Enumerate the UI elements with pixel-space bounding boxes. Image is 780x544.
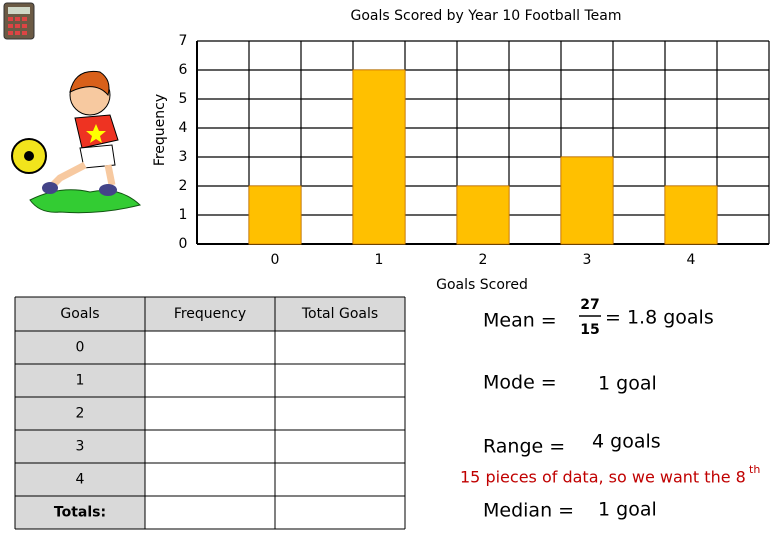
bar	[248, 185, 302, 245]
header-cell: Goals	[60, 306, 99, 322]
mode-result: 1 goal	[598, 373, 657, 395]
y-axis-label: Frequency	[152, 94, 168, 166]
range-label: Range =	[483, 436, 565, 458]
bar	[664, 185, 718, 245]
table-cell: 2	[76, 406, 85, 422]
header-bg	[15, 297, 405, 331]
goals-column-bg	[15, 297, 145, 529]
mean-label: Mean =	[483, 310, 557, 332]
footballer-illustration	[11, 70, 142, 214]
header-cell: Frequency	[174, 306, 246, 322]
bar	[456, 185, 510, 245]
mean-result: = 1.8 goals	[605, 307, 714, 329]
table-cell: 0	[76, 340, 85, 356]
frequency-table: Goals Frequency Total Goals 0 1 2 3 4 Totals:	[14, 296, 406, 530]
table-cell: Totals:	[54, 505, 106, 521]
x-tick-label: 3	[583, 252, 592, 268]
y-tick-label: 2	[179, 178, 188, 194]
y-tick-label: 0	[179, 236, 188, 252]
range-result: 4 goals	[592, 431, 661, 453]
x-axis-label: Goals Scored	[436, 277, 528, 293]
table-cell: 1	[76, 373, 85, 389]
x-tick-label: 2	[479, 252, 488, 268]
y-tick-label: 4	[179, 120, 188, 136]
table-cell: 3	[76, 439, 85, 455]
plot: 0 1 2 3 4 5 6 7 0 1 2 3 4	[179, 33, 770, 268]
median-note: 15 pieces of data, so we want the 8	[460, 468, 746, 487]
mean-numerator: 27	[580, 297, 599, 313]
calculator-icon	[3, 2, 35, 40]
x-tick-label: 1	[375, 252, 384, 268]
chart-title: Goals Scored by Year 10 Football Team	[350, 8, 621, 24]
y-tick-label: 1	[179, 207, 188, 223]
median-note-sup: th	[749, 463, 760, 476]
median-label: Median =	[483, 500, 574, 522]
x-tick-label: 4	[687, 252, 696, 268]
y-tick-label: 6	[179, 62, 188, 78]
mean-denominator: 15	[580, 322, 599, 338]
median-result: 1 goal	[598, 499, 657, 521]
y-tick-label: 5	[179, 91, 188, 107]
header-cell: Total Goals	[301, 306, 378, 322]
bar	[352, 69, 406, 245]
table-cell: 4	[76, 472, 85, 488]
y-tick-label: 7	[179, 33, 188, 49]
y-tick-label: 3	[179, 149, 188, 165]
mode-label: Mode =	[483, 372, 557, 394]
x-tick-label: 0	[271, 252, 280, 268]
bar	[560, 156, 614, 245]
